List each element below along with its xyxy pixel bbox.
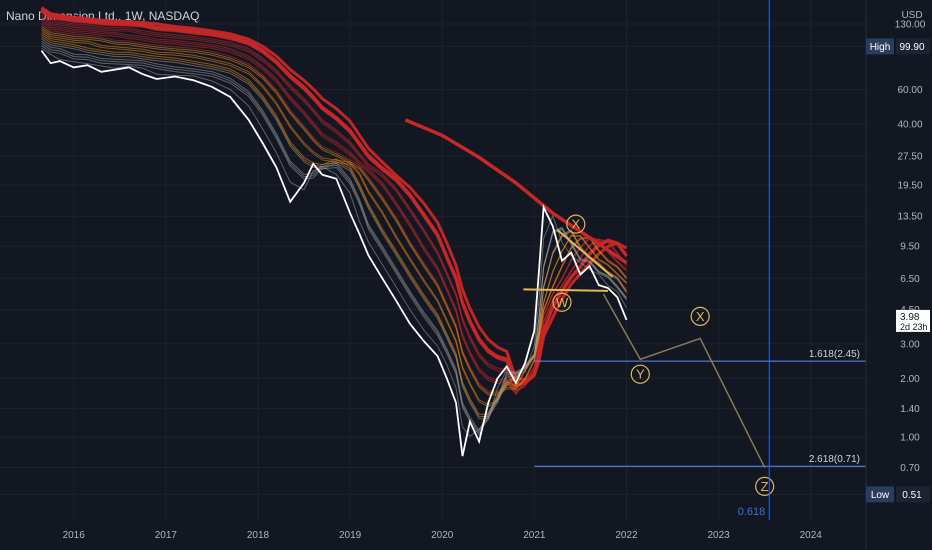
x-tick-label: 2020 [431,530,454,541]
y-tick-label: 27.50 [897,151,922,162]
ribbon-line [41,16,627,393]
y-tick-label: 6.50 [900,274,920,285]
wave-label-circle [630,364,650,384]
x-tick-label: 2023 [707,530,730,541]
x-tick-label: 2019 [339,530,362,541]
currency-label: USD [901,10,922,21]
wave-label-circle [690,306,710,326]
y-tick-label: 40.00 [897,120,922,131]
x-tick-label: 2018 [247,530,270,541]
ribbon-line [41,22,627,396]
low-tag-label: Low [871,490,890,501]
ribbon-line [41,42,627,434]
ribbon-line [41,38,627,420]
wave-label-circle [566,214,586,234]
y-tick-label: 1.00 [900,433,920,444]
wave-label-circle [552,292,572,312]
support-line [523,288,609,292]
wave-label: X [571,217,580,232]
y-tick-label: 0.70 [900,463,920,474]
y-tick-label: 19.50 [897,181,922,192]
fib-ratio-label: 0.618 [738,506,766,518]
bar-countdown: 2d 23h [900,322,928,332]
ribbon-line [41,27,627,396]
x-tick-label: 2016 [63,530,86,541]
grid-lines [0,0,866,520]
last-price: 3.98 [900,312,920,323]
high-tag-box [866,38,894,55]
y-tick-label: 9.50 [900,242,920,253]
wave-label: W [556,295,569,310]
wave-label-circle [755,476,775,496]
x-tick-label: 2021 [523,530,546,541]
wave-label: Y [636,367,645,382]
high-tag-label: High [870,42,891,53]
ribbon-line [41,11,627,387]
elliott-wave-annotations: X W Y X Z 0.618 [523,214,775,518]
price-line [40,50,628,457]
x-tick-label: 2024 [800,530,823,541]
y-tick-label: 60.00 [897,85,922,96]
wave-label: Z [761,479,769,494]
low-tag-box [866,486,894,503]
resistance-line [556,229,614,278]
x-tick-label: 2017 [155,530,178,541]
y-tick-label: 2.00 [900,374,920,385]
projection-path [602,293,766,468]
x-tick-label: 2022 [615,530,638,541]
long-moving-average-line [404,118,628,265]
y-tick-label: 13.50 [897,212,922,223]
y-tick-label: 1.40 [900,404,920,415]
low-tag-value: 0.51 [902,490,922,501]
time-axis: 2016 2017 2018 2019 2020 2021 2022 2023 2024 [0,520,932,550]
fib-level-label: 2.618(0.71) [809,454,860,465]
ribbon-line [41,45,627,436]
moving-average-ribbon [40,6,628,438]
ribbon-line [40,6,628,382]
fibonacci-extension-levels: 1.618(2.45) 2.618(0.71) [534,349,866,467]
wave-label: X [696,309,705,324]
ribbon-line [41,31,627,408]
price-axis: 130.00 99.90 60.00 40.00 27.50 19.50 13.50 9.50… [865,0,932,550]
y-tick-label: 3.00 [900,339,920,350]
fib-level-label: 1.618(2.45) [809,349,860,360]
y-tick-label: 130.00 [895,20,926,31]
high-tag-value: 99.90 [899,42,924,53]
last-price-box [896,309,930,332]
ribbon-line [41,40,627,432]
ribbon-line [41,47,627,438]
